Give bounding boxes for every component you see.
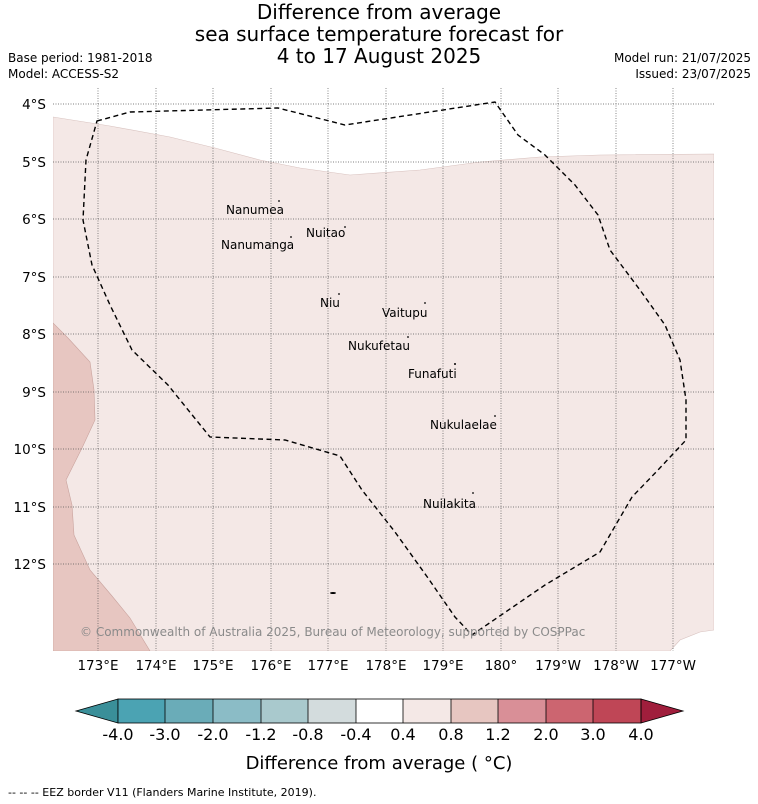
island-label-nuilakita: Nuilakita bbox=[423, 497, 476, 511]
lon-label: 180° bbox=[485, 658, 518, 674]
model-name: Model: ACCESS-S2 bbox=[8, 67, 120, 81]
island-label-nuitao: Nuitao bbox=[306, 226, 345, 240]
lon-label: 178°W bbox=[593, 658, 639, 674]
colorbar-tick: 1.2 bbox=[485, 725, 510, 744]
lat-labels: 4°S 5°S 6°S 7°S 8°S 9°S 10°S 11°S 12°S bbox=[14, 97, 47, 573]
colorbar-swatch bbox=[356, 699, 403, 723]
colorbar-tick: 4.0 bbox=[628, 725, 653, 744]
lon-label: 177°E bbox=[307, 658, 348, 674]
colorbar-tick: -3.0 bbox=[149, 725, 180, 744]
lon-label: 177°W bbox=[650, 658, 696, 674]
colorbar-tick: -4.0 bbox=[102, 725, 133, 744]
title-line-1: Difference from average bbox=[256, 0, 502, 24]
island-label-nanumanga: Nanumanga bbox=[221, 238, 294, 252]
lon-label: 175°E bbox=[192, 658, 233, 674]
lat-label: 7°S bbox=[22, 270, 46, 286]
island-label-funafuti: Funafuti bbox=[408, 367, 457, 381]
colorbar-swatch bbox=[593, 699, 641, 723]
island-label-nukulaelae: Nukulaelae bbox=[430, 418, 497, 432]
island-label-vaitupu: Vaitupu bbox=[382, 306, 428, 320]
colorbar-swatch bbox=[498, 699, 546, 723]
island-markers bbox=[278, 200, 496, 594]
colorbar-swatch bbox=[403, 699, 451, 723]
lat-label: 8°S bbox=[22, 327, 46, 343]
colorbar-tick: -0.4 bbox=[340, 725, 371, 744]
lon-label: 178°E bbox=[365, 658, 406, 674]
colorbar-title: Difference from average ( °C) bbox=[246, 753, 513, 774]
colorbar-swatch bbox=[165, 699, 213, 723]
lat-label: 10°S bbox=[14, 442, 47, 458]
colorbar-tick: -1.2 bbox=[245, 725, 276, 744]
lon-label: 173°E bbox=[77, 658, 118, 674]
lat-gridlines bbox=[53, 103, 714, 565]
title-line-2: sea surface temperature forecast for bbox=[194, 22, 564, 46]
base-period: Base period: 1981-2018 bbox=[8, 51, 153, 65]
colorbar-tick: 0.8 bbox=[438, 725, 463, 744]
colorbar-tick: 3.0 bbox=[580, 725, 605, 744]
eez-border bbox=[82, 101, 687, 636]
island-label-nanumea: Nanumea bbox=[226, 203, 284, 217]
lon-label: 176°E bbox=[250, 658, 291, 674]
lon-labels: 173°E 174°E 175°E 176°E 177°E 178°E 179°… bbox=[77, 658, 695, 674]
colorbar-swatch bbox=[213, 699, 261, 723]
island-label-niu: Niu bbox=[320, 296, 340, 310]
colorbar-tick: 0.4 bbox=[390, 725, 415, 744]
lat-label: 6°S bbox=[22, 212, 46, 228]
colorbar: -4.0 -3.0 -2.0 -1.2 -0.8 -0.4 0.4 0.8 1.… bbox=[74, 698, 685, 774]
copyright-notice: © Commonwealth of Australia 2025, Bureau… bbox=[80, 625, 585, 639]
colorbar-swatch bbox=[451, 699, 498, 723]
colorbar-tick: -0.8 bbox=[292, 725, 323, 744]
title-line-3: 4 to 17 August 2025 bbox=[276, 44, 482, 68]
anomaly-region-medium bbox=[53, 322, 151, 651]
lat-label: 12°S bbox=[14, 557, 47, 573]
lon-label: 179°W bbox=[535, 658, 581, 674]
colorbar-tick: -2.0 bbox=[197, 725, 228, 744]
lat-label: 11°S bbox=[14, 500, 47, 516]
lat-label: 4°S bbox=[22, 97, 46, 113]
anomaly-region-light bbox=[53, 116, 714, 651]
map-area: Nanumea Nuitao Nanumanga Niu Vaitupu Nuk… bbox=[53, 88, 714, 651]
issued-date: Issued: 23/07/2025 bbox=[635, 67, 751, 81]
colorbar-arrow-low bbox=[74, 698, 119, 724]
lat-label: 5°S bbox=[22, 155, 46, 171]
colorbar-tick: 2.0 bbox=[533, 725, 558, 744]
colorbar-swatch bbox=[261, 699, 308, 723]
island-label-nukufetau: Nukufetau bbox=[348, 339, 410, 353]
lon-label: 174°E bbox=[135, 658, 176, 674]
model-run: Model run: 21/07/2025 bbox=[613, 51, 751, 65]
eez-border-footnote: -- -- -- EEZ border V11 (Flanders Marine… bbox=[8, 786, 317, 799]
colorbar-swatch bbox=[118, 699, 165, 723]
lon-label: 179°E bbox=[422, 658, 463, 674]
lat-label: 9°S bbox=[22, 385, 46, 401]
colorbar-swatch bbox=[546, 699, 593, 723]
colorbar-arrow-high bbox=[640, 698, 685, 724]
colorbar-swatch bbox=[308, 699, 356, 723]
